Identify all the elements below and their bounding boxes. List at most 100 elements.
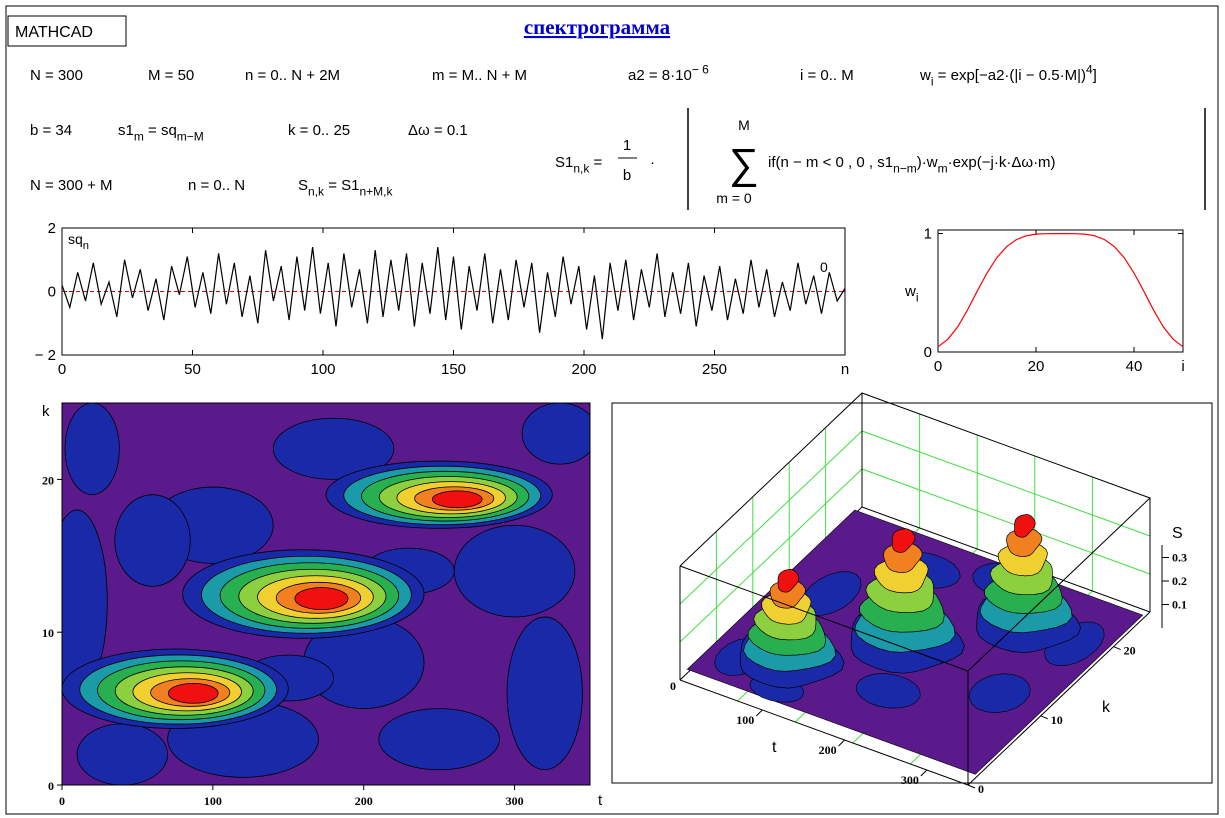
y-tick-label: 20 <box>1124 644 1136 658</box>
operator: · <box>650 154 655 171</box>
surface-level <box>1014 514 1036 538</box>
sum-sign: ∑ <box>729 140 759 187</box>
formula-part: m−M <box>177 129 204 143</box>
y-tick-label: 20 <box>42 473 54 487</box>
formula: i = 0.. M <box>800 67 854 84</box>
formula-part: 4 <box>1086 62 1093 76</box>
formula: Sn,k = S1n+M,k <box>298 177 393 198</box>
y-tick-label: − 2 <box>35 347 56 364</box>
z-tick-label: 0.1 <box>1172 598 1187 612</box>
formula-part: ] <box>1093 67 1097 84</box>
x-tick-label: 100 <box>204 794 222 808</box>
formula: a2 = 8·10− 6 <box>628 62 709 84</box>
y-tick-label: 10 <box>1051 713 1063 727</box>
x-tick-label: 150 <box>441 361 466 378</box>
numerator: 1 <box>623 137 631 154</box>
formula-part: N = 300 <box>30 67 83 84</box>
formula-part: i <box>916 290 919 304</box>
contour-patch <box>453 524 576 618</box>
formula: M = 50 <box>148 67 194 84</box>
formula-part: ·exp(−j·k·Δω·m) <box>948 154 1056 171</box>
contour-patch <box>114 494 191 587</box>
data-line <box>61 247 846 340</box>
z-tick-label: 0 <box>670 679 676 693</box>
y-tick-label: 2 <box>48 220 56 237</box>
formula-part: = sq <box>144 122 177 139</box>
formula: s1m = sqm−M <box>118 122 204 143</box>
y-axis-label: k <box>42 403 50 420</box>
formula: wi = exp[−a2·(|i − 0.5·M|)4] <box>919 62 1097 88</box>
formula: m = M.. N + M <box>432 67 527 84</box>
formula-part: i <box>931 74 934 88</box>
formula-lhs: S1n,k = <box>555 154 603 175</box>
formula-part: m <box>134 129 144 143</box>
formula-part: n = 0.. N + 2M <box>245 67 340 84</box>
x-tick-label: 200 <box>355 794 373 808</box>
formula-part: N = 300 + M <box>30 177 113 194</box>
surface-patch <box>855 673 921 709</box>
formula-part: S1 <box>555 154 573 171</box>
x-axis-label: t <box>598 792 603 809</box>
contour-patch <box>378 708 500 771</box>
formula-part: s1 <box>118 122 134 139</box>
x-tick-label: 0 <box>934 358 942 375</box>
contour-field <box>62 403 590 785</box>
x-tick-label: 250 <box>702 361 727 378</box>
y-tick-label: 0 <box>978 782 984 796</box>
contour-patch <box>272 417 395 480</box>
x-axis-label: n <box>841 361 849 378</box>
y-tick <box>1040 715 1048 720</box>
x-tick-label: 0 <box>58 361 66 378</box>
plot-frame <box>61 402 591 786</box>
formula: Δω = 0.1 <box>408 122 468 139</box>
x-tick-label: 100 <box>310 361 335 378</box>
formula-part: if(n − m < 0 , 0 , s1 <box>768 154 893 171</box>
label-box <box>7 15 127 47</box>
data-line <box>937 233 1184 348</box>
formula-part: n = 0.. N <box>188 177 245 194</box>
formula-part: Δω = 0.1 <box>408 122 468 139</box>
formula: n = 0.. N <box>188 177 245 194</box>
x-tick-label: 300 <box>901 773 919 787</box>
x-tick-label: 200 <box>571 361 596 378</box>
plot-frame <box>937 229 1184 353</box>
x-tick <box>838 739 845 747</box>
x-tick-label: 0 <box>59 794 65 808</box>
y-tick-label: 0 <box>924 344 932 361</box>
y-tick-label: 0 <box>48 284 56 301</box>
formula-part: = exp[−a2·(|i − 0.5·M|) <box>934 67 1086 84</box>
page-title[interactable]: спектрограмма <box>524 15 671 39</box>
formula-part: m = M.. N + M <box>432 67 527 84</box>
formula-part: w <box>919 67 931 84</box>
formula-part: n,k <box>573 161 590 175</box>
y-axis-label: sqn <box>68 231 89 252</box>
formula-part: n <box>83 240 89 252</box>
x-tick <box>920 769 928 777</box>
y-axis-label: wi <box>904 283 919 304</box>
surface-level <box>891 528 916 553</box>
formula-part: sq <box>68 231 83 247</box>
formula-part: S <box>298 177 308 194</box>
y-tick <box>967 784 976 789</box>
contour-level <box>294 587 349 611</box>
formula-part: n,k <box>308 184 325 198</box>
x-tick-label: 100 <box>736 713 754 727</box>
formula-part: )·w <box>917 154 938 171</box>
x-axis-label: t <box>772 739 777 756</box>
denominator: b <box>623 167 631 184</box>
formula: b = 34 <box>30 122 72 139</box>
annotation: 0 <box>820 259 828 275</box>
surface-patch <box>801 571 862 616</box>
surface-level <box>777 569 800 593</box>
surface-level <box>883 542 923 574</box>
surface-patch <box>968 673 1031 714</box>
y-tick-label: 10 <box>42 626 54 640</box>
formula-part: w <box>904 283 916 300</box>
x-tick-label: 300 <box>506 794 524 808</box>
z-tick-label: 0.2 <box>1172 574 1187 588</box>
formula: N = 300 + M <box>30 177 113 194</box>
y-tick <box>1113 646 1121 651</box>
formula-part: m <box>938 161 948 175</box>
x-tick <box>755 709 763 717</box>
formula-body: if(n − m < 0 , 0 , s1n−m)·wm·exp(−j·k·Δω… <box>768 154 1056 175</box>
